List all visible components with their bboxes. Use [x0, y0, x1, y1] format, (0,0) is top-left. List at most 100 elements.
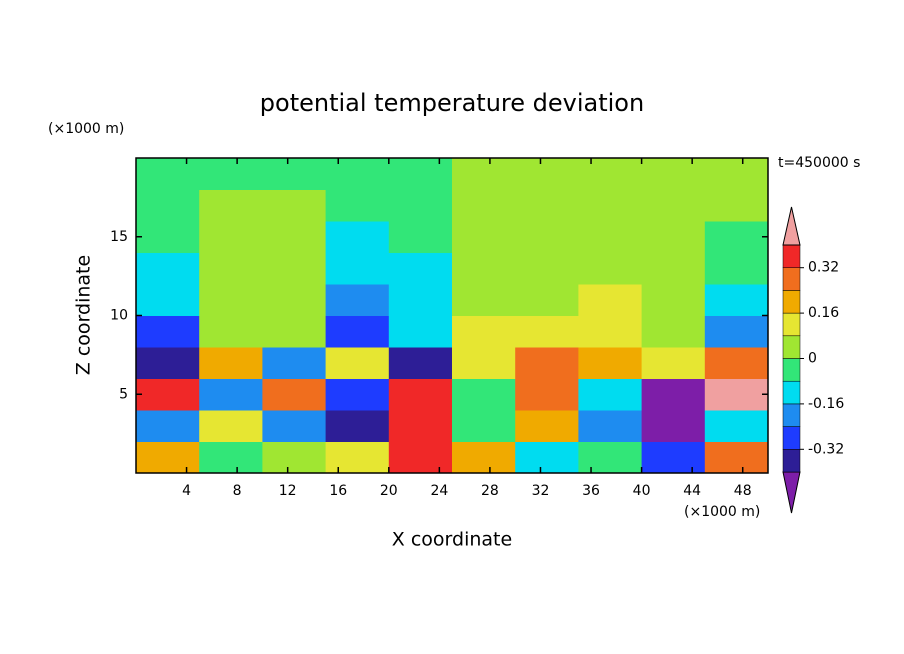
contour-cell [641, 221, 706, 253]
contour-cell [452, 347, 516, 379]
contour-cell [578, 410, 643, 442]
contour-cell [262, 189, 327, 222]
contour-cell [578, 441, 643, 474]
contour-cell [452, 378, 516, 411]
contour-cell [515, 252, 579, 285]
contour-cell [388, 378, 453, 411]
x-tick-label: 4 [182, 483, 191, 499]
contour-cell [452, 252, 516, 285]
contour-cell [199, 347, 263, 379]
contour-cell [262, 252, 327, 285]
y-axis-title: Z coordinate [73, 255, 95, 375]
contour-cell [199, 252, 263, 285]
contour-cell [136, 221, 200, 253]
x-tick-label: 44 [683, 483, 701, 499]
time-annotation: t=450000 s [778, 155, 860, 171]
contour-cell [199, 315, 263, 348]
contour-cell [641, 315, 706, 348]
contour-cell [136, 378, 200, 411]
contour-cell [136, 441, 200, 474]
colorbar-tick-label: 0 [808, 351, 817, 367]
contour-cell [325, 315, 390, 348]
contour-cell [199, 410, 263, 442]
contour-cell [325, 347, 390, 379]
x-axis-title: X coordinate [392, 529, 512, 551]
contour-cell [388, 410, 453, 442]
colorbar-tick-label: 0.32 [808, 260, 839, 276]
contour-cell [136, 284, 200, 316]
y-tick-label: 10 [110, 308, 128, 324]
colorbar-band [782, 449, 801, 473]
contour-cell [641, 378, 706, 411]
contour-cell [515, 441, 579, 474]
contour-cell [515, 284, 579, 316]
contour-cell [136, 347, 200, 379]
contour-cell [641, 189, 706, 222]
contour-cell [199, 441, 263, 474]
contour-cell [515, 315, 579, 348]
contour-cell [199, 189, 263, 222]
x-tick-label: 48 [734, 483, 752, 499]
contour-cell [704, 221, 769, 253]
contour-cell [578, 378, 643, 411]
contour-cell [452, 315, 516, 348]
contour-cell [388, 347, 453, 379]
colorbar-band [782, 380, 801, 405]
contour-cell [452, 158, 516, 190]
contour-cell [578, 252, 643, 285]
contour-cell [452, 221, 516, 253]
contour-cell [452, 441, 516, 474]
contour-cell [325, 189, 390, 222]
contour-cell [388, 441, 453, 474]
contour-cell [262, 284, 327, 316]
colorbar-tick-label: -0.32 [808, 441, 844, 457]
contour-cell [704, 284, 769, 316]
contour-cell [136, 158, 200, 190]
contour-cell [262, 158, 327, 190]
colorbar-band [782, 426, 801, 450]
x-tick-label: 8 [233, 483, 242, 499]
contour-cell [325, 441, 390, 474]
contour-cell [388, 221, 453, 253]
contour-cell [515, 378, 579, 411]
contour-cell [578, 347, 643, 379]
contour-cell [704, 158, 769, 190]
contour-cell [704, 252, 769, 285]
contour-cell [325, 221, 390, 253]
contour-cell [136, 252, 200, 285]
contour-cell [515, 410, 579, 442]
colorbar-band [782, 358, 801, 382]
contour-cell [641, 158, 706, 190]
colorbar-band [782, 290, 801, 314]
contour-cell [515, 221, 579, 253]
y-tick-label: 5 [119, 386, 128, 402]
contour-cell [388, 189, 453, 222]
contour-cell [578, 315, 643, 348]
contour-cell [388, 315, 453, 348]
contour-cell [136, 410, 200, 442]
contour-cell [641, 284, 706, 316]
contour-cell [325, 284, 390, 316]
x-tick-label: 16 [329, 483, 347, 499]
contour-cell [388, 284, 453, 316]
y-unit: (×1000 m) [48, 121, 124, 137]
contour-cell [641, 410, 706, 442]
x-tick-label: 32 [532, 483, 550, 499]
colorbar-tick-label: -0.16 [808, 396, 844, 412]
x-tick-label: 20 [380, 483, 398, 499]
contour-cell [388, 158, 453, 190]
colorbar-band [782, 312, 801, 337]
contour-cell [515, 347, 579, 379]
contour-cell [704, 378, 769, 411]
contour-cell [641, 441, 706, 474]
contour-cell [388, 252, 453, 285]
colorbar-band [782, 335, 801, 359]
contour-cell [325, 252, 390, 285]
contour-cell [325, 378, 390, 411]
contour-cell [452, 189, 516, 222]
contour-cell [199, 284, 263, 316]
contour-cell [578, 189, 643, 222]
contour-cell [199, 221, 263, 253]
